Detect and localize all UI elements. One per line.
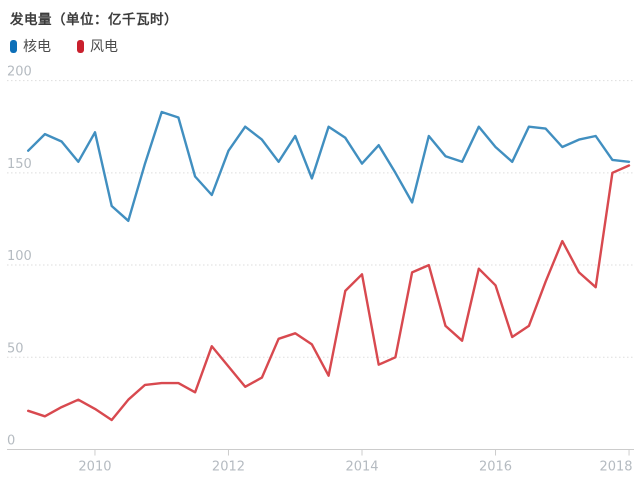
x-tick-label-2010: 2010 (78, 460, 111, 475)
legend-label-wind: 风电 (90, 39, 118, 55)
legend-label-nuclear: 核电 (23, 39, 51, 55)
legend-marker-nuclear-icon (10, 39, 17, 53)
y-tick-label-100: 100 (7, 249, 32, 264)
y-tick-label-50: 50 (7, 341, 24, 356)
x-tick-label-2018: 2018 (599, 460, 632, 475)
chart-title: 发电量（单位：亿千瓦时） (10, 12, 178, 28)
y-tick-label-0: 0 (7, 434, 15, 449)
x-tick-label-2014: 2014 (345, 460, 378, 475)
y-tick-label-150: 150 (7, 157, 32, 172)
legend-item-wind[interactable]: 风电 (77, 36, 118, 56)
legend-item-nuclear[interactable]: 核电 (10, 36, 51, 56)
x-tick-label-2012: 2012 (212, 460, 245, 475)
legend: 核电 风电 (10, 36, 118, 56)
series-line-wind (27, 164, 631, 422)
y-tick-label-200: 200 (7, 65, 32, 80)
legend-marker-wind-icon (77, 39, 84, 53)
x-tick-label-2016: 2016 (479, 460, 512, 475)
series-line-nuclear (27, 110, 631, 223)
